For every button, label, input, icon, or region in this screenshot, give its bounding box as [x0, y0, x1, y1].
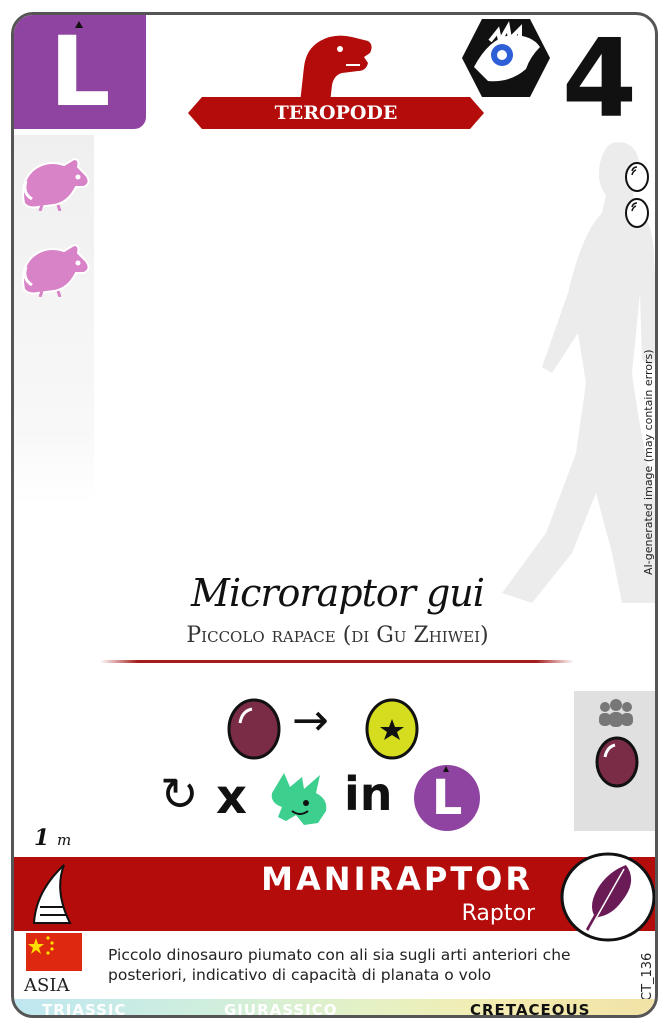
era-bar: [14, 999, 655, 1015]
ai-note: AI-generated image (may contain errors): [642, 345, 655, 575]
card-type-letter: L: [49, 16, 111, 128]
era-jurassic: GIURASSICO: [224, 1001, 338, 1018]
description: Piccolo dinosauro piumato con ali sia su…: [108, 946, 571, 984]
card-code: CT_136: [638, 937, 655, 1007]
group-name: MANIRAPTOR: [261, 860, 533, 898]
category-banner: [188, 97, 484, 129]
theropod-head-icon: [300, 35, 372, 103]
group-band: [14, 857, 655, 931]
name-divider: [100, 660, 574, 663]
category-label: TEROPODE: [274, 102, 398, 124]
shark-fin-icon: [32, 864, 72, 924]
rotate-icon: ↻: [160, 767, 199, 821]
multiply-symbol: x: [216, 769, 247, 825]
people-group-icon: [599, 699, 633, 727]
subgroup-name: Raptor: [461, 901, 535, 926]
cost-value: 4: [561, 17, 637, 142]
ai-note-text: AI-generated image (may contain errors): [642, 349, 655, 575]
size-unit: m: [56, 831, 72, 849]
common-name: Piccolo rapace (di Gu Zhiwei): [186, 623, 489, 648]
badge-tick-icon: [443, 766, 449, 772]
egg-outline-icon: [625, 162, 649, 192]
scientific-name: Microraptor gui: [191, 571, 485, 615]
mouse-icon: [22, 243, 90, 297]
target-type-letter: L: [431, 770, 463, 826]
human-silhouette: [502, 142, 655, 603]
star-egg-icon: [365, 698, 419, 760]
target-type-badge: L: [414, 765, 480, 831]
triceratops-icon: [271, 773, 327, 825]
size-value: 1: [34, 825, 50, 851]
china-flag-icon: [26, 933, 82, 971]
mouse-icon: [22, 157, 90, 211]
era-triassic: TRIASSIC: [42, 1001, 127, 1018]
eye-hex-icon: [462, 19, 550, 97]
in-word: in: [344, 767, 393, 821]
card-type-badge: L: [14, 15, 146, 129]
card-code-text: CT_136: [640, 952, 655, 1001]
region-label: ASIA: [24, 975, 70, 996]
egg-icon: [227, 698, 281, 760]
egg-icon: [595, 736, 639, 788]
era-cretaceous: CRETACEOUS: [470, 1001, 591, 1018]
arrow-right-icon: →: [292, 695, 329, 746]
feather-icon: [560, 852, 655, 942]
egg-outline-icon: [625, 198, 649, 228]
size-label: 1 m: [34, 825, 71, 851]
dinosaur-card: L TEROPODE 4: [11, 12, 658, 1018]
badge-tick-icon: [75, 21, 83, 28]
